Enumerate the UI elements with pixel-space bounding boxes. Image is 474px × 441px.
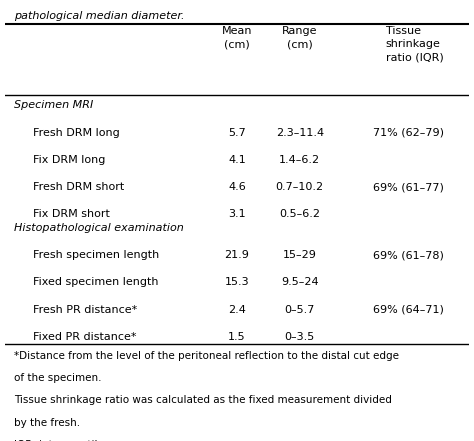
Text: 0–5.7: 0–5.7 (284, 305, 315, 314)
Text: 69% (61–77): 69% (61–77) (374, 182, 444, 192)
Text: 15.3: 15.3 (225, 277, 249, 288)
Text: pathological median diameter.: pathological median diameter. (14, 11, 184, 21)
Text: Fresh PR distance*: Fresh PR distance* (33, 305, 137, 314)
Text: 69% (64–71): 69% (64–71) (374, 305, 444, 314)
Text: Fixed specimen length: Fixed specimen length (33, 277, 158, 288)
Text: Fresh DRM short: Fresh DRM short (33, 182, 124, 192)
Text: Fresh specimen length: Fresh specimen length (33, 250, 159, 260)
Text: 0–3.5: 0–3.5 (284, 332, 315, 342)
Text: Range
(cm): Range (cm) (282, 26, 318, 49)
Text: *Distance from the level of the peritoneal reflection to the distal cut edge: *Distance from the level of the peritone… (14, 351, 399, 361)
Text: Tissue shrinkage ratio was calculated as the fixed measurement divided: Tissue shrinkage ratio was calculated as… (14, 396, 392, 405)
Text: 21.9: 21.9 (225, 250, 249, 260)
Text: 4.1: 4.1 (228, 155, 246, 165)
Text: 69% (61–78): 69% (61–78) (374, 250, 444, 260)
Text: 1.5: 1.5 (228, 332, 246, 342)
Text: 5.7: 5.7 (228, 127, 246, 138)
Text: 9.5–24: 9.5–24 (281, 277, 319, 288)
Text: 4.6: 4.6 (228, 182, 246, 192)
Text: 2.3–11.4: 2.3–11.4 (276, 127, 324, 138)
Text: Mean
(cm): Mean (cm) (222, 26, 252, 49)
Text: Fix DRM short: Fix DRM short (33, 209, 109, 219)
Text: of the specimen.: of the specimen. (14, 373, 101, 383)
Text: Specimen MRI: Specimen MRI (14, 101, 93, 110)
Text: 1.4–6.2: 1.4–6.2 (279, 155, 320, 165)
Text: 71% (62–79): 71% (62–79) (374, 127, 444, 138)
Text: Histopathological examination: Histopathological examination (14, 223, 184, 233)
Text: 3.1: 3.1 (228, 209, 246, 219)
Text: 0.7–10.2: 0.7–10.2 (276, 182, 324, 192)
Text: Tissue
shrinkage
ratio (IQR): Tissue shrinkage ratio (IQR) (386, 26, 443, 63)
Text: Fresh DRM long: Fresh DRM long (33, 127, 119, 138)
Text: Fixed PR distance*: Fixed PR distance* (33, 332, 136, 342)
Text: 0.5–6.2: 0.5–6.2 (279, 209, 320, 219)
Text: 2.4: 2.4 (228, 305, 246, 314)
Text: by the fresh.: by the fresh. (14, 418, 80, 428)
Text: Fix DRM long: Fix DRM long (33, 155, 105, 165)
Text: 15–29: 15–29 (283, 250, 317, 260)
